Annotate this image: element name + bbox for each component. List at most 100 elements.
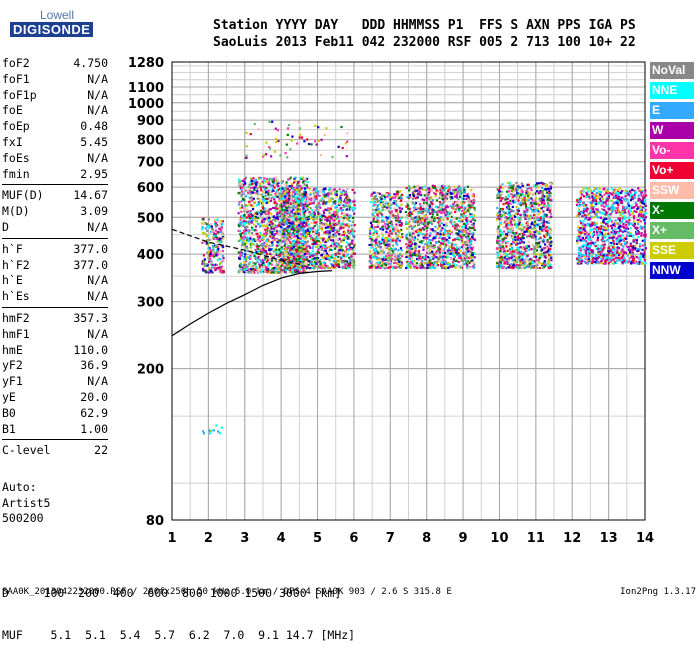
echo-dot bbox=[352, 235, 354, 237]
echo-dot bbox=[339, 197, 341, 199]
echo-dot bbox=[271, 184, 273, 186]
echo-dot bbox=[349, 215, 351, 217]
echo-dot bbox=[269, 235, 271, 237]
echo-dot bbox=[447, 235, 449, 237]
echo-dot bbox=[413, 211, 415, 213]
echo-dot bbox=[389, 248, 391, 250]
echo-dot bbox=[370, 222, 372, 224]
echo-dot bbox=[375, 239, 377, 241]
echo-dot bbox=[239, 181, 241, 183]
echo-dot bbox=[418, 246, 420, 248]
echo-dot bbox=[249, 220, 251, 222]
echo-dot bbox=[250, 246, 252, 248]
echo-dot bbox=[316, 257, 318, 259]
echo-dot bbox=[250, 187, 252, 189]
echo-dot bbox=[238, 271, 240, 273]
echo-dot bbox=[240, 250, 242, 252]
echo-dot bbox=[444, 246, 446, 248]
echo-dot bbox=[264, 271, 266, 273]
echo-dot bbox=[320, 244, 322, 246]
echo-dot bbox=[345, 263, 347, 265]
echo-dot bbox=[417, 259, 419, 261]
echo-dot bbox=[217, 259, 219, 261]
echo-dot bbox=[341, 256, 343, 258]
echo-dot bbox=[455, 251, 457, 253]
echo-dot bbox=[390, 225, 392, 227]
echo-dot bbox=[373, 215, 375, 217]
echo-dot bbox=[321, 254, 323, 256]
echo-dot bbox=[381, 237, 383, 239]
echo-dot bbox=[446, 187, 448, 189]
echo-dot bbox=[550, 207, 552, 209]
echo-dot bbox=[279, 195, 281, 197]
echo-dot bbox=[369, 261, 371, 263]
echo-dot bbox=[293, 246, 295, 248]
echo-dot bbox=[429, 264, 431, 266]
echo-dot bbox=[292, 262, 294, 264]
echo-dot bbox=[275, 177, 277, 179]
echo-dot bbox=[375, 221, 377, 223]
echo-dot bbox=[426, 227, 428, 229]
echo-dot bbox=[299, 134, 301, 136]
echo-dot bbox=[311, 243, 313, 245]
echo-dot bbox=[245, 256, 247, 258]
echo-dot bbox=[474, 229, 476, 231]
echo-dot bbox=[252, 208, 254, 210]
echo-dot bbox=[203, 261, 205, 263]
echo-dot bbox=[351, 232, 353, 234]
echo-dot bbox=[399, 224, 401, 226]
echo-dot bbox=[295, 199, 297, 201]
echo-dot bbox=[293, 236, 295, 238]
echo-dot bbox=[262, 211, 264, 213]
echo-dot bbox=[272, 219, 274, 221]
echo-dot bbox=[209, 255, 211, 257]
echo-dot bbox=[296, 142, 298, 144]
echo-dot bbox=[331, 156, 333, 158]
echo-dot bbox=[305, 244, 307, 246]
x-tick-label: 4 bbox=[277, 531, 286, 546]
y-tick-label: 1000 bbox=[128, 97, 164, 112]
echo-dot bbox=[266, 244, 268, 246]
echo-dot bbox=[248, 223, 250, 225]
echo-dot bbox=[294, 264, 296, 266]
echo-dot bbox=[280, 226, 282, 228]
echo-dot bbox=[267, 194, 269, 196]
echo-dot bbox=[220, 220, 222, 222]
echo-dot bbox=[300, 244, 302, 246]
echo-dot bbox=[387, 252, 389, 254]
echo-dot bbox=[376, 204, 378, 206]
echo-dot bbox=[293, 256, 295, 258]
echo-dot bbox=[396, 218, 398, 220]
echo-dot bbox=[289, 185, 291, 187]
echo-dot bbox=[424, 223, 426, 225]
echo-dot bbox=[310, 199, 312, 201]
echo-dot bbox=[436, 233, 438, 235]
echo-dot bbox=[384, 226, 386, 228]
echo-dot bbox=[449, 246, 451, 248]
echo-dot bbox=[222, 250, 224, 252]
echo-dot bbox=[288, 216, 290, 218]
echo-dot bbox=[377, 236, 379, 238]
y-tick-label: 900 bbox=[137, 114, 164, 129]
echo-dot bbox=[239, 266, 241, 268]
echo-dot bbox=[409, 241, 411, 243]
echo-dot bbox=[209, 253, 211, 255]
echo-dot bbox=[474, 239, 476, 241]
echo-dot bbox=[349, 266, 351, 268]
x-tick-label: 13 bbox=[600, 531, 618, 546]
echo-dot bbox=[521, 256, 523, 258]
echo-dot bbox=[266, 238, 268, 240]
echo-dot bbox=[262, 207, 264, 209]
echo-dot bbox=[329, 259, 331, 261]
echo-dot bbox=[284, 245, 286, 247]
echo-dot bbox=[211, 228, 213, 230]
echo-dot bbox=[211, 255, 213, 257]
echo-dot bbox=[300, 226, 302, 228]
echo-dot bbox=[305, 222, 307, 224]
echo-dot bbox=[419, 203, 421, 205]
echo-dot bbox=[346, 193, 348, 195]
echo-dot bbox=[319, 191, 321, 193]
echo-dot bbox=[510, 221, 512, 223]
echo-dot bbox=[422, 208, 424, 210]
echo-dot bbox=[315, 246, 317, 248]
